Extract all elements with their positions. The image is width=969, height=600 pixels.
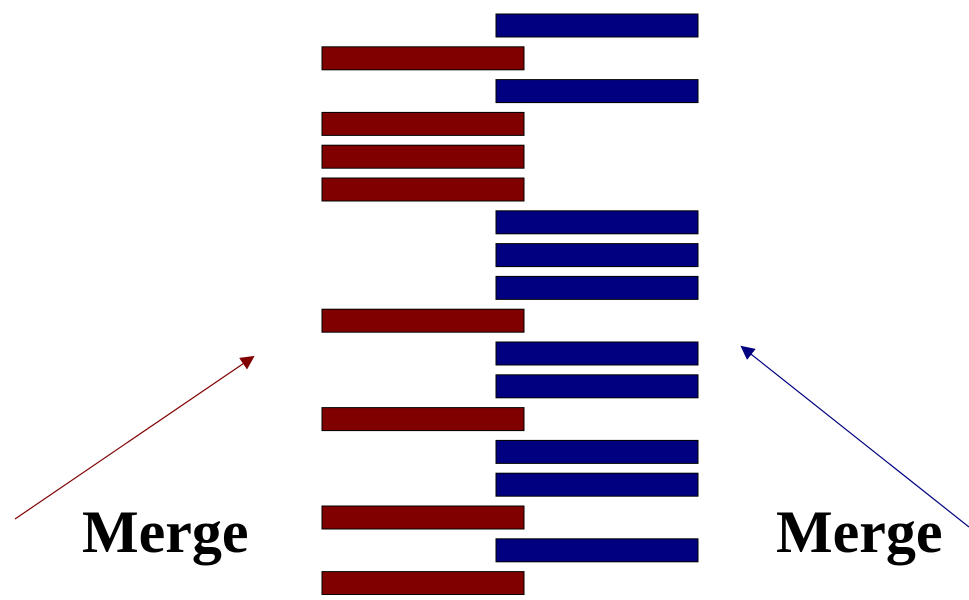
left-stream-bar-10	[321, 308, 525, 333]
left-stream-bar-2	[321, 46, 525, 71]
right-stream-bar-7	[495, 210, 699, 235]
right-merge-arrow	[740, 345, 969, 528]
left-merge-arrow	[14, 355, 255, 520]
right-stream-bar-15	[495, 472, 699, 497]
left-stream-bar-6	[321, 177, 525, 202]
right-stream-bar-3	[495, 79, 699, 104]
merged-bars-group	[321, 13, 699, 596]
left-stream-bar-13	[321, 407, 525, 432]
left-stream-bar-16	[321, 505, 525, 530]
merge-label-left: Merge	[82, 499, 249, 565]
right-stream-bar-8	[495, 243, 699, 268]
left-stream-bar-5	[321, 144, 525, 169]
right-stream-bar-11	[495, 341, 699, 366]
merge-label-right: Merge	[776, 499, 943, 565]
right-stream-bar-12	[495, 374, 699, 399]
right-stream-bar-9	[495, 275, 699, 300]
right-stream-bar-14	[495, 439, 699, 464]
left-stream-bar-18	[321, 571, 525, 596]
left-stream-bar-4	[321, 111, 525, 136]
right-stream-bar-1	[495, 13, 699, 38]
right-stream-bar-17	[495, 538, 699, 563]
